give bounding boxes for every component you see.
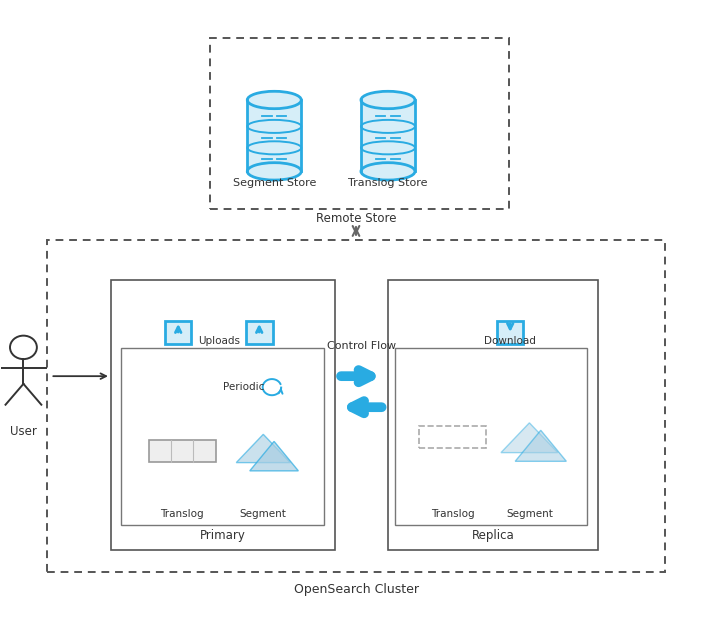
Ellipse shape [247,91,301,109]
Bar [149,440,216,462]
Text: Segment: Segment [506,509,553,519]
Text: Uploads: Uploads [198,336,240,346]
Bar [47,239,665,572]
Polygon shape [515,430,566,462]
Bar [497,321,523,345]
Text: Periodic: Periodic [223,382,264,392]
Bar [388,280,597,550]
Polygon shape [501,423,557,453]
Polygon shape [250,442,298,471]
Text: Translog: Translog [431,509,474,519]
Bar [165,321,192,345]
Text: OpenSearch Cluster: OpenSearch Cluster [293,583,419,596]
Text: Primary: Primary [200,529,246,542]
Text: Translog Store: Translog Store [348,178,428,188]
Text: Download: Download [484,336,536,346]
Text: Segment Store: Segment Store [233,178,316,188]
Polygon shape [236,434,290,463]
Bar [419,425,486,448]
Text: Translog: Translog [160,509,204,519]
FancyBboxPatch shape [247,100,301,172]
Bar [122,348,324,525]
Bar [395,348,587,525]
Bar [210,38,509,208]
Ellipse shape [247,163,301,180]
Ellipse shape [361,91,415,109]
FancyBboxPatch shape [361,100,415,172]
Bar [111,280,335,550]
Text: Replica: Replica [471,529,514,542]
Bar [246,321,273,345]
Ellipse shape [361,163,415,180]
Text: Segment: Segment [240,509,287,519]
Text: Control Flow: Control Flow [327,341,396,351]
Text: User: User [10,425,37,437]
Text: Remote Store: Remote Store [315,211,397,225]
